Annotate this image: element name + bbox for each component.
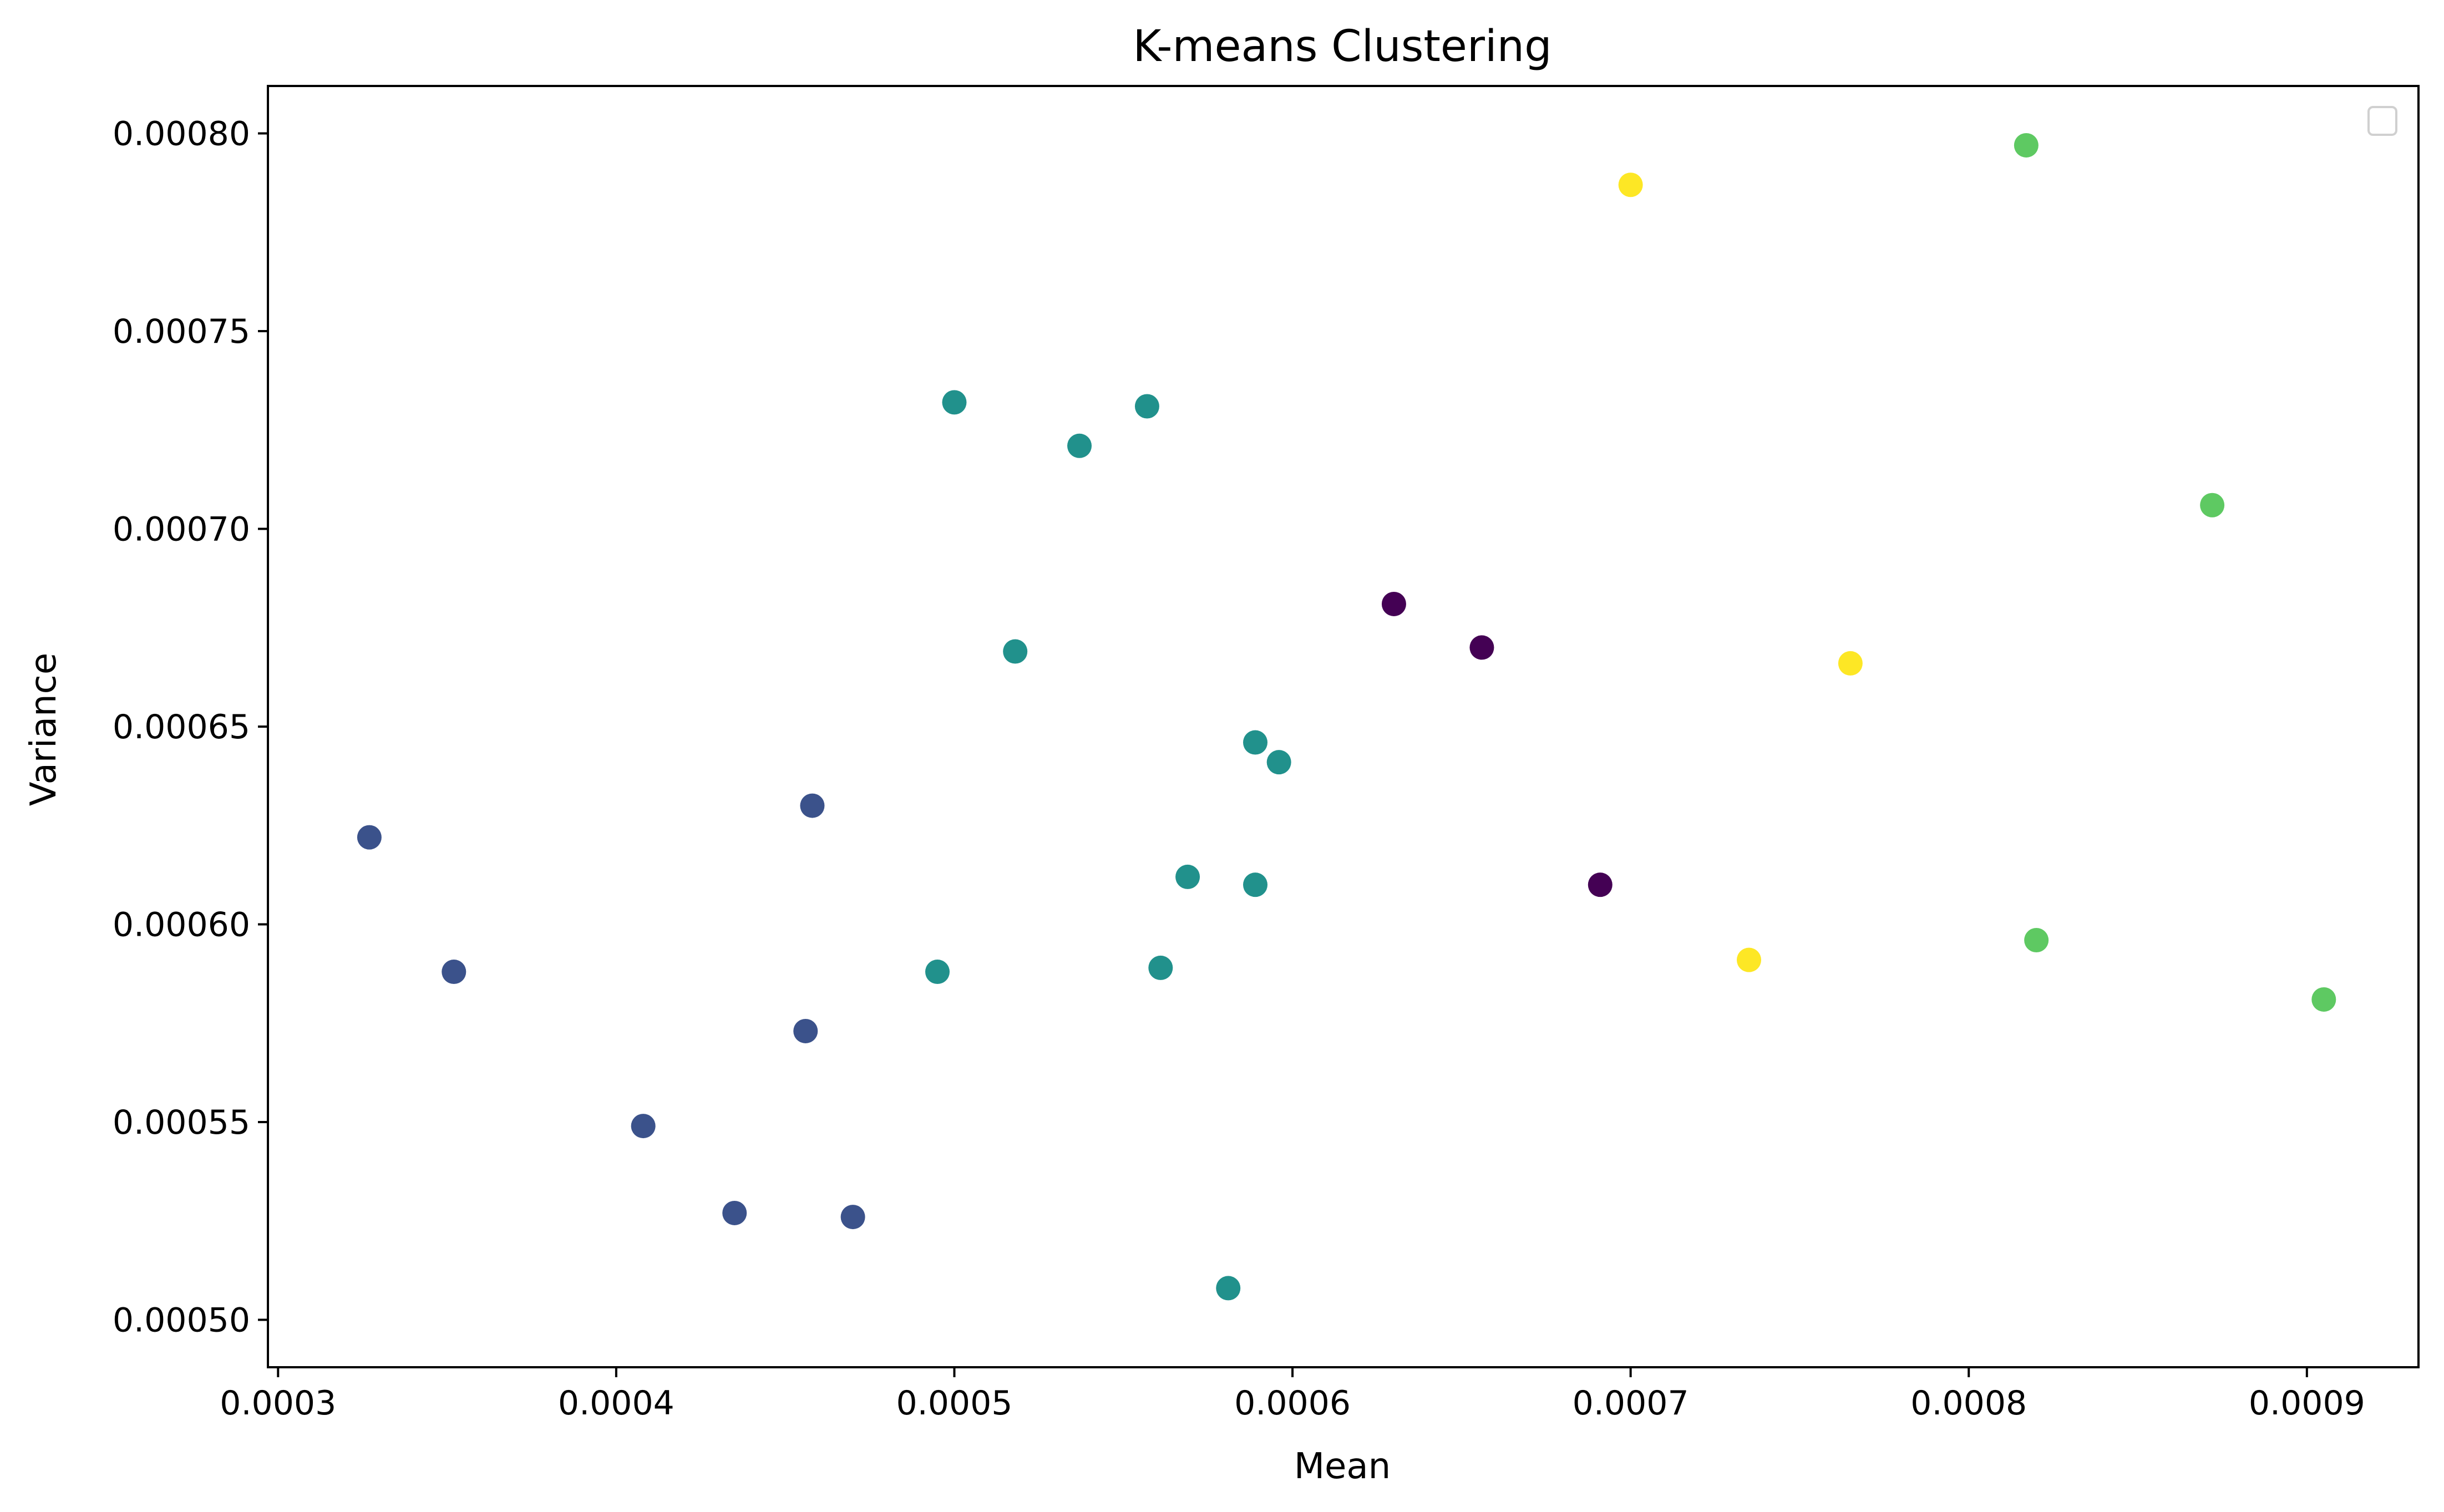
data-point-cluster-1 <box>722 1200 747 1225</box>
data-point-cluster-2 <box>1067 433 1092 458</box>
x-tick-label: 0.0009 <box>2249 1384 2365 1423</box>
data-point-cluster-1 <box>631 1114 656 1139</box>
data-point-cluster-2 <box>1266 750 1291 775</box>
x-tick-label: 0.0006 <box>1234 1384 1351 1423</box>
data-point-cluster-2 <box>1148 955 1173 980</box>
data-point-cluster-1 <box>442 960 467 985</box>
data-point-cluster-0 <box>1469 635 1494 660</box>
data-point-cluster-1 <box>793 1018 818 1043</box>
data-point-cluster-2 <box>1175 864 1200 889</box>
y-tick-label: 0.00080 <box>113 115 250 154</box>
x-tick-label: 0.0004 <box>558 1384 675 1423</box>
data-point-cluster-2 <box>942 390 967 415</box>
data-point-cluster-1 <box>357 825 382 850</box>
data-point-cluster-4 <box>1737 947 1762 972</box>
y-tick-label: 0.00050 <box>113 1301 250 1340</box>
y-tick-label: 0.00075 <box>113 312 250 351</box>
data-point-cluster-3 <box>2200 493 2225 517</box>
x-tick-label: 0.0005 <box>896 1384 1012 1423</box>
legend-box <box>2367 106 2397 136</box>
data-point-cluster-2 <box>925 960 950 985</box>
data-point-cluster-3 <box>2014 133 2039 158</box>
y-axis-ticks: 0.00050 0.00055 0.00060 0.00065 0.00070 0.000… <box>113 115 268 1340</box>
data-point-cluster-4 <box>1838 651 1863 676</box>
y-tick-label: 0.00065 <box>113 708 250 747</box>
x-tick-label: 0.0008 <box>1910 1384 2027 1423</box>
data-point-cluster-1 <box>800 793 825 818</box>
x-axis-ticks: 0.0003 0.0004 0.0005 0.0006 0.0007 0.0008 0.00… <box>220 1367 2365 1423</box>
data-point-cluster-0 <box>1381 591 1406 616</box>
data-point-cluster-1 <box>840 1205 865 1230</box>
data-point-cluster-2 <box>1003 639 1028 664</box>
y-tick-label: 0.00055 <box>113 1103 250 1142</box>
data-point-cluster-3 <box>2311 987 2336 1012</box>
data-point-cluster-0 <box>1588 872 1613 897</box>
data-point-cluster-2 <box>1134 394 1159 419</box>
x-tick-label: 0.0007 <box>1573 1384 1689 1423</box>
x-axis-label: Mean <box>1294 1446 1391 1487</box>
data-point-cluster-2 <box>1216 1276 1241 1301</box>
chart-title: K-means Clustering <box>1133 22 1551 72</box>
y-tick-label: 0.00060 <box>113 905 250 944</box>
data-point-cluster-2 <box>1243 730 1268 755</box>
y-axis-label: Variance <box>23 653 64 806</box>
data-point-cluster-4 <box>1618 172 1643 197</box>
points-layer <box>357 133 2336 1301</box>
data-point-cluster-2 <box>1243 872 1268 897</box>
data-point-cluster-3 <box>2024 928 2049 952</box>
x-tick-label: 0.0003 <box>220 1384 336 1423</box>
y-tick-label: 0.00070 <box>113 510 250 549</box>
